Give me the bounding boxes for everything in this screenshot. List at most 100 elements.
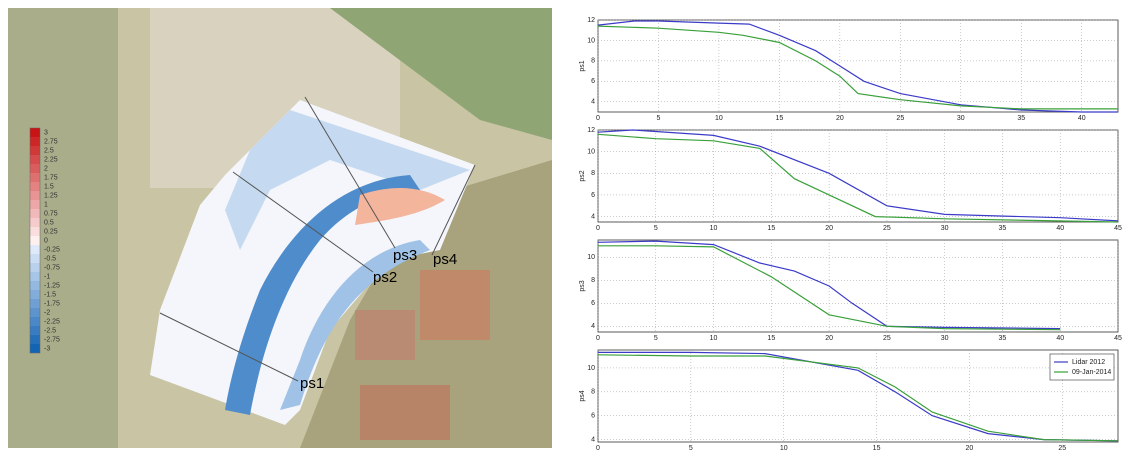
x-tick-label: 15: [767, 225, 775, 232]
profile-label: ps3: [393, 247, 417, 264]
colorbar-tick-label: 1.25: [44, 192, 58, 199]
colorbar-cell: [30, 164, 40, 173]
x-tick-label: 30: [957, 115, 965, 122]
y-axis-label: ps1: [579, 60, 586, 71]
colorbar-cell: [30, 200, 40, 209]
x-tick-label: 35: [999, 225, 1007, 232]
y-tick-label: 6: [591, 78, 595, 85]
legend-label: 09-Jan-2014: [1072, 369, 1111, 376]
colorbar-cell: [30, 299, 40, 308]
x-tick-label: 0: [596, 445, 600, 452]
map-roof: [420, 270, 490, 340]
x-tick-label: 40: [1056, 335, 1064, 342]
colorbar-tick-label: -1.75: [44, 300, 60, 307]
colorbar-cell: [30, 146, 40, 155]
aerial-map: ps1 ps2 ps3 ps4: [8, 8, 552, 448]
x-tick-label: 15: [873, 445, 881, 452]
line-chart: 468100510152025ps4Lidar 201209-Jan-2014: [579, 350, 1118, 452]
plot-area: [598, 20, 1118, 112]
x-tick-label: 15: [775, 115, 783, 122]
profile-label: ps2: [373, 269, 397, 286]
colorbar-cell: [30, 137, 40, 146]
page: ps1 ps2 ps3 ps4 32.752.52.2521.751.51.25…: [0, 0, 1134, 458]
colorbar-tick-label: -1: [44, 273, 50, 280]
colorbar-cell: [30, 236, 40, 245]
x-tick-label: 0: [596, 115, 600, 122]
colorbar-cell: [30, 191, 40, 200]
colorbar-tick-label: 0.75: [44, 210, 58, 217]
colorbar-tick-label: -3: [44, 345, 50, 352]
colorbar-tick-label: 3: [44, 129, 48, 136]
x-tick-label: 20: [966, 445, 974, 452]
x-tick-label: 25: [883, 225, 891, 232]
colorbar-tick-label: 2.75: [44, 138, 58, 145]
colorbar-cell: [30, 281, 40, 290]
map-vegetation: [8, 8, 118, 448]
colorbar-tick-label: 2: [44, 165, 48, 172]
x-tick-label: 15: [767, 335, 775, 342]
colorbar-tick-label: -2: [44, 309, 50, 316]
colorbar-cell: [30, 173, 40, 182]
x-tick-label: 45: [1114, 335, 1122, 342]
y-axis-label: ps2: [579, 170, 586, 181]
colorbar-tick-label: 0.25: [44, 228, 58, 235]
x-tick-label: 40: [1078, 115, 1086, 122]
x-tick-label: 35: [1017, 115, 1025, 122]
y-tick-label: 6: [591, 300, 595, 307]
map-roof: [360, 385, 450, 440]
colorbar-tick-label: -0.75: [44, 264, 60, 271]
plot-area: [598, 240, 1118, 332]
colorbar-tick-label: -2.25: [44, 318, 60, 325]
y-tick-label: 4: [591, 99, 595, 106]
colorbar-tick-label: 0: [44, 237, 48, 244]
colorbar-cell: [30, 326, 40, 335]
x-tick-label: 10: [780, 445, 788, 452]
x-tick-label: 10: [710, 225, 718, 232]
x-tick-label: 10: [710, 335, 718, 342]
colorbar-cell: [30, 263, 40, 272]
plot-area: [598, 350, 1118, 442]
x-tick-label: 30: [941, 335, 949, 342]
x-tick-label: 0: [596, 225, 600, 232]
x-tick-label: 20: [825, 335, 833, 342]
y-tick-label: 6: [591, 413, 595, 420]
colorbar-cell: [30, 308, 40, 317]
y-tick-label: 12: [587, 127, 595, 134]
x-tick-label: 40: [1056, 225, 1064, 232]
x-tick-label: 10: [715, 115, 723, 122]
x-tick-label: 25: [883, 335, 891, 342]
colorbar-tick-label: -2.75: [44, 336, 60, 343]
colorbar-cell: [30, 290, 40, 299]
y-tick-label: 8: [591, 389, 595, 396]
colorbar-cell: [30, 344, 40, 353]
y-tick-label: 8: [591, 170, 595, 177]
x-tick-label: 5: [654, 225, 658, 232]
colorbar-cell: [30, 218, 40, 227]
colorbar-tick-label: 1.75: [44, 174, 58, 181]
y-axis-label: ps3: [579, 280, 586, 291]
colorbar-tick-label: 0.5: [44, 219, 54, 226]
x-tick-label: 0: [596, 335, 600, 342]
colorbar-tick-label: -0.5: [44, 255, 56, 262]
x-tick-label: 45: [1114, 225, 1122, 232]
y-tick-label: 10: [587, 148, 595, 155]
y-tick-label: 12: [587, 17, 595, 24]
colorbar-tick-label: -1.25: [44, 282, 60, 289]
y-axis-label: ps4: [579, 390, 586, 401]
y-tick-label: 6: [591, 192, 595, 199]
colorbar-tick-label: -1.5: [44, 291, 56, 298]
y-tick-label: 8: [591, 277, 595, 284]
figure: ps1 ps2 ps3 ps4 32.752.52.2521.751.51.25…: [0, 0, 1134, 458]
x-tick-label: 5: [689, 445, 693, 452]
colorbar-cell: [30, 155, 40, 164]
y-tick-label: 4: [591, 323, 595, 330]
profile-label: ps1: [300, 375, 324, 392]
colorbar-cell: [30, 335, 40, 344]
y-tick-label: 4: [591, 436, 595, 443]
colorbar-tick-label: 1.5: [44, 183, 54, 190]
colorbar-tick-label: 2.25: [44, 156, 58, 163]
colorbar-cell: [30, 227, 40, 236]
y-tick-label: 4: [591, 213, 595, 220]
